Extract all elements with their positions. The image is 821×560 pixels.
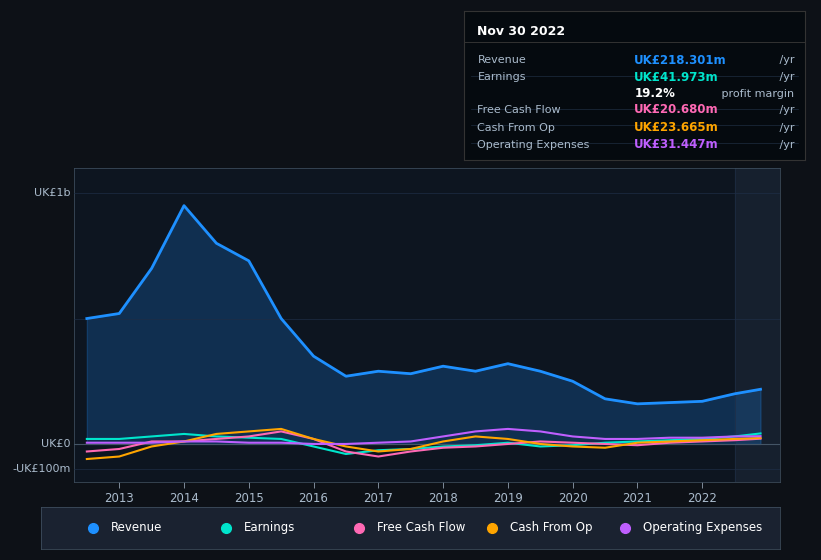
Text: Free Cash Flow: Free Cash Flow — [378, 521, 466, 534]
Text: /yr: /yr — [776, 123, 795, 133]
Text: Operating Expenses: Operating Expenses — [644, 521, 763, 534]
Text: /yr: /yr — [776, 55, 795, 65]
Text: Nov 30 2022: Nov 30 2022 — [478, 25, 566, 38]
Text: UK£23.665m: UK£23.665m — [635, 121, 719, 134]
Text: Cash From Op: Cash From Op — [511, 521, 593, 534]
Text: UK£218.301m: UK£218.301m — [635, 54, 727, 67]
Bar — [735, 168, 780, 482]
Text: UK£20.680m: UK£20.680m — [635, 104, 719, 116]
Text: Revenue: Revenue — [112, 521, 163, 534]
Text: /yr: /yr — [776, 72, 795, 82]
Text: 19.2%: 19.2% — [635, 87, 675, 100]
Text: Earnings: Earnings — [245, 521, 296, 534]
Text: UK£0: UK£0 — [41, 439, 71, 449]
Text: UK£31.447m: UK£31.447m — [635, 138, 719, 151]
Text: Operating Expenses: Operating Expenses — [478, 140, 589, 150]
Text: -UK£100m: -UK£100m — [12, 464, 71, 474]
Text: Earnings: Earnings — [478, 72, 526, 82]
Text: Revenue: Revenue — [478, 55, 526, 65]
Text: UK£41.973m: UK£41.973m — [635, 71, 719, 84]
Text: /yr: /yr — [776, 105, 795, 115]
Text: Cash From Op: Cash From Op — [478, 123, 555, 133]
Text: profit margin: profit margin — [718, 88, 795, 99]
Text: UK£1b: UK£1b — [34, 188, 71, 198]
Text: /yr: /yr — [776, 140, 795, 150]
Text: Free Cash Flow: Free Cash Flow — [478, 105, 561, 115]
